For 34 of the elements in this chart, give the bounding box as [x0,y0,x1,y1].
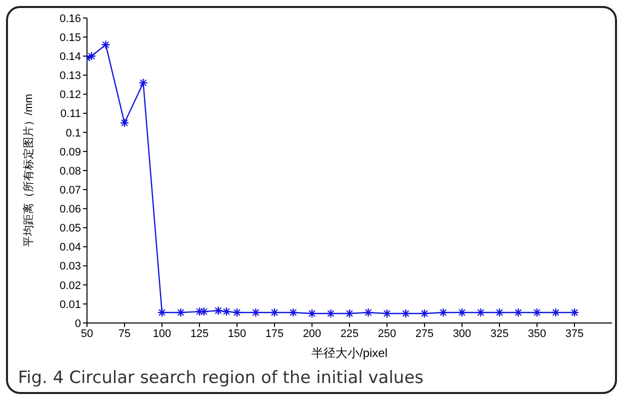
y-tick-label: 0.08 [60,165,81,178]
y-tick-label: 0.02 [60,280,81,292]
y-tick-label: 0.15 [60,32,81,44]
caption: Fig. 4 Circular search region of the initial values [18,368,424,388]
y-tick-label: 0.16 [60,12,81,25]
x-tick-label: 375 [565,328,584,340]
x-tick-label: 100 [152,328,172,340]
x-tick-label: 175 [265,328,284,340]
x-tick-label: 250 [378,328,396,340]
y-tick-label: 0.13 [60,70,81,82]
y-tick-label: 0.11 [60,108,81,120]
y-tick-label: 0.12 [60,89,81,102]
y-tick-label: 0.09 [60,146,81,158]
x-tick-label: 225 [340,328,359,340]
y-axis-title: 平均距离（所有标定图片）/mm [22,94,35,248]
x-tick-label: 350 [528,328,546,340]
x-tick-label: 300 [452,328,472,340]
x-tick-label: 125 [190,328,209,340]
x-tick-label: 50 [80,328,94,340]
y-tick-label: 0.1 [66,127,81,140]
y-tick-label: 0.04 [60,242,81,254]
y-tick-label: 0.06 [60,204,81,216]
x-tick-label: 75 [118,328,131,340]
y-tick-label: 0.03 [60,260,81,273]
y-tick-label: 0.05 [60,222,81,235]
x-tick-label: 150 [228,328,246,340]
x-axis-title: 半径大小/pixel [310,345,388,361]
x-tick-label: 325 [490,328,509,340]
x-tick-label: 200 [302,328,322,340]
y-tick-label: 0.07 [60,184,81,196]
y-tick-label: 0.14 [60,51,81,64]
y-tick-label: 0 [74,318,81,330]
x-tick-label: 275 [415,328,434,340]
y-tick-label: 0.01 [60,298,81,311]
